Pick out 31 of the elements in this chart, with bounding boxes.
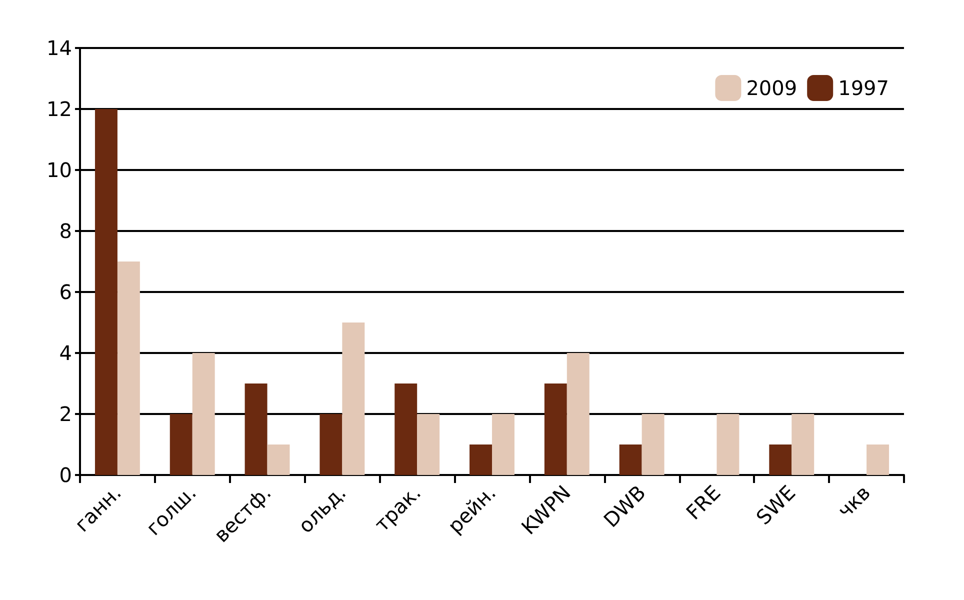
bar: [566, 353, 590, 475]
y-tick-label: 4: [59, 341, 72, 365]
y-tick-label: 12: [46, 97, 72, 121]
y-tick-label: 6: [59, 280, 72, 304]
bar: [94, 109, 118, 475]
bar: [619, 444, 642, 475]
bar: [417, 414, 440, 475]
legend-label: 2009: [746, 76, 798, 100]
bar: [792, 414, 814, 475]
bar: [267, 444, 290, 475]
y-tick-label: 0: [59, 463, 72, 487]
bar: [342, 322, 365, 475]
bar: [716, 414, 740, 475]
bar: [769, 444, 792, 475]
bar: [170, 414, 192, 475]
bar: [544, 384, 567, 475]
bar: [492, 414, 514, 475]
bar: [244, 384, 268, 475]
x-tick-label: чкв: [832, 480, 876, 523]
bar: [866, 444, 890, 475]
y-tick-label: 8: [59, 219, 72, 243]
bar: [470, 444, 492, 475]
y-tick-label: 2: [59, 402, 72, 426]
bar: [192, 353, 215, 475]
legend-label: 1997: [838, 76, 890, 100]
y-tick-label: 14: [46, 36, 72, 60]
bar: [642, 414, 664, 475]
bar: [394, 384, 418, 475]
y-tick-label: 10: [46, 158, 72, 182]
bar: [320, 414, 342, 475]
bar: [117, 262, 140, 475]
